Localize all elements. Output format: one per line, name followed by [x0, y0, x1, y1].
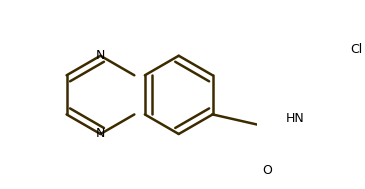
Text: O: O: [262, 164, 272, 177]
Text: N: N: [96, 128, 105, 140]
Text: HN: HN: [286, 112, 304, 125]
Text: N: N: [96, 49, 105, 62]
Text: Cl: Cl: [350, 43, 362, 56]
